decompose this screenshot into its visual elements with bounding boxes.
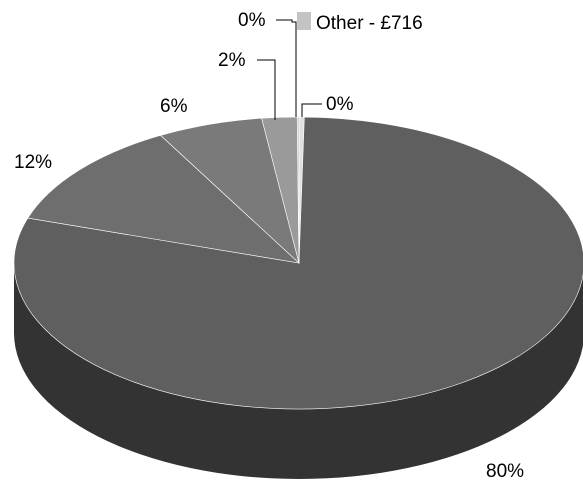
- leader-lines: [257, 19, 322, 120]
- leader-line-0: [301, 103, 322, 117]
- data-label-12: 12%: [14, 152, 52, 173]
- data-label-0: 0%: [326, 94, 354, 115]
- pie-side-wall: [14, 263, 583, 479]
- legend-swatch-other: [297, 12, 311, 30]
- data-label-other: 0%: [238, 10, 266, 31]
- leader-line-other: [276, 19, 297, 117]
- slice-12: [27, 135, 300, 264]
- pie-slices: [13, 116, 583, 410]
- pie-depth: [14, 263, 583, 479]
- legend-label-other: Other - £716: [316, 13, 423, 34]
- slice-other: [296, 116, 300, 264]
- data-label-80: 80%: [486, 461, 524, 482]
- data-label-6: 6%: [160, 96, 188, 117]
- leader-line-2: [257, 59, 276, 120]
- data-label-2: 2%: [218, 50, 246, 71]
